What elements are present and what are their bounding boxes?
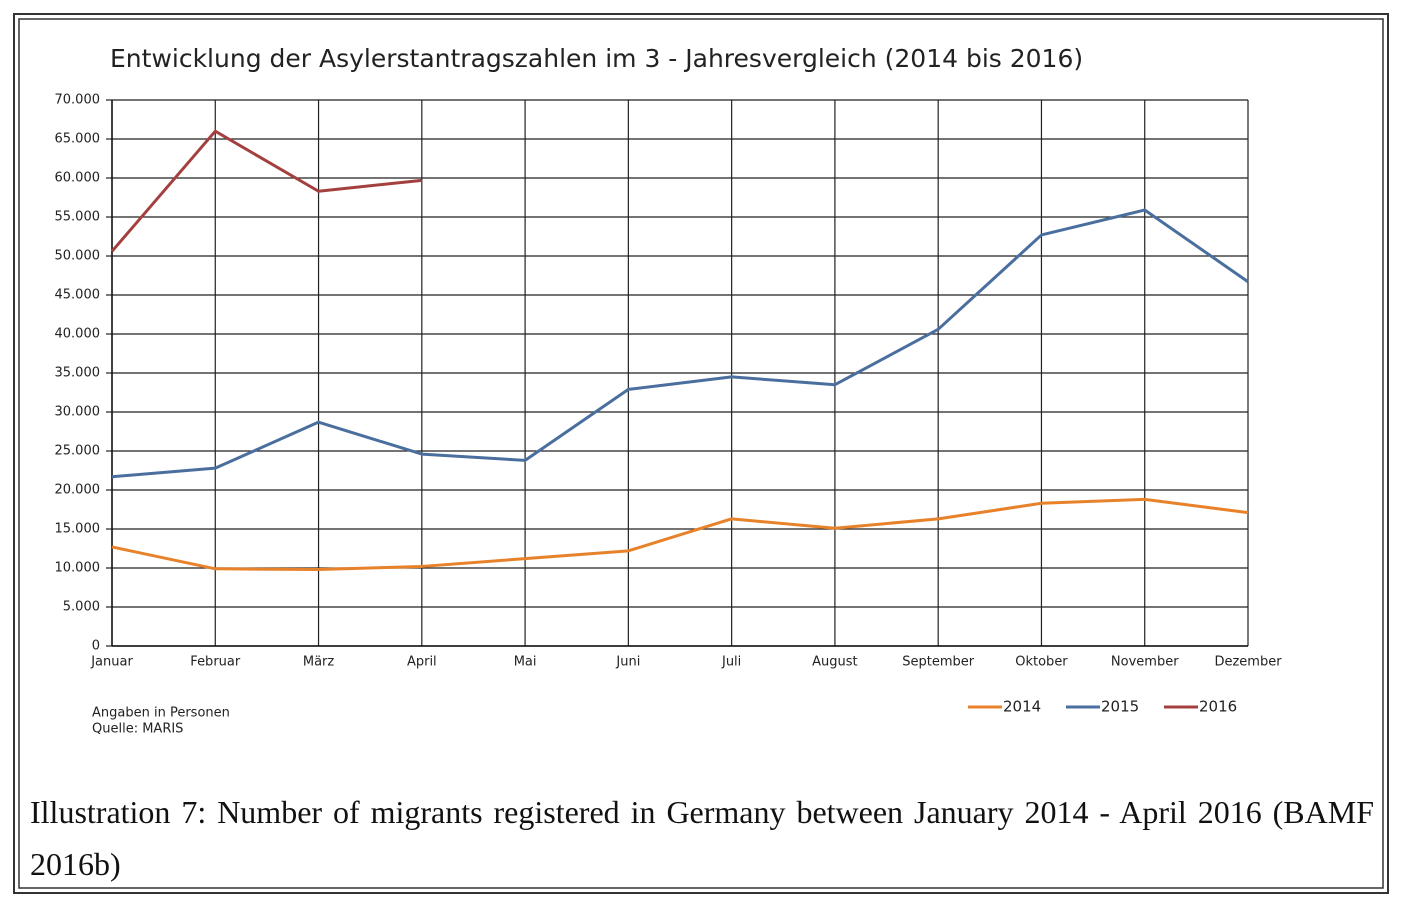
outer-frame [13, 13, 1389, 894]
y-tick-label: 55.000 [55, 210, 101, 225]
x-tick-label: Mai [514, 655, 537, 670]
caption: Illustration 7: Number of migrants regis… [30, 794, 1374, 882]
y-tick-label: 20.000 [55, 483, 101, 498]
note: Quelle: MARIS [92, 722, 183, 737]
x-tick-label: August [812, 655, 858, 670]
x-tick-label: Juni [615, 655, 640, 670]
y-tick-label: 70.000 [55, 93, 101, 108]
y-tick-label: 5.000 [63, 600, 100, 615]
y-tick-label: 50.000 [55, 249, 101, 264]
x-tick-label: Januar [90, 655, 133, 670]
x-tick-label: Februar [190, 655, 241, 670]
legend-label: 2014 [1003, 698, 1041, 716]
x-tick-label: Oktober [1015, 655, 1068, 670]
series-line [110, 129, 422, 253]
x-tick-label: April [407, 655, 437, 670]
y-tick-label: 65.000 [55, 132, 101, 147]
x-tick-label: September [902, 655, 975, 670]
y-tick-label: 15.000 [55, 522, 101, 537]
x-tick-label: März [303, 655, 335, 670]
y-tick-label: 30.000 [55, 405, 101, 420]
series-line [111, 208, 1249, 479]
series-line [111, 497, 1249, 572]
y-tick-label: 40.000 [55, 327, 101, 342]
chart-title: Entwicklung der Asylerstantragszahlen im… [110, 44, 1083, 73]
legend-label: 2015 [1101, 698, 1139, 716]
inner-frame [18, 18, 1384, 889]
x-tick-label: Juli [721, 655, 741, 670]
y-tick-label: 60.000 [55, 171, 101, 186]
x-tick-label: November [1111, 655, 1179, 670]
y-tick-label: 10.000 [55, 561, 101, 576]
y-tick-label: 45.000 [55, 288, 101, 303]
y-tick-label: 0 [92, 639, 100, 654]
note: Angaben in Personen [92, 706, 230, 721]
legend-label: 2016 [1199, 698, 1237, 716]
y-tick-label: 25.000 [55, 444, 101, 459]
y-tick-label: 35.000 [55, 366, 101, 381]
x-tick-label: Dezember [1214, 655, 1282, 670]
